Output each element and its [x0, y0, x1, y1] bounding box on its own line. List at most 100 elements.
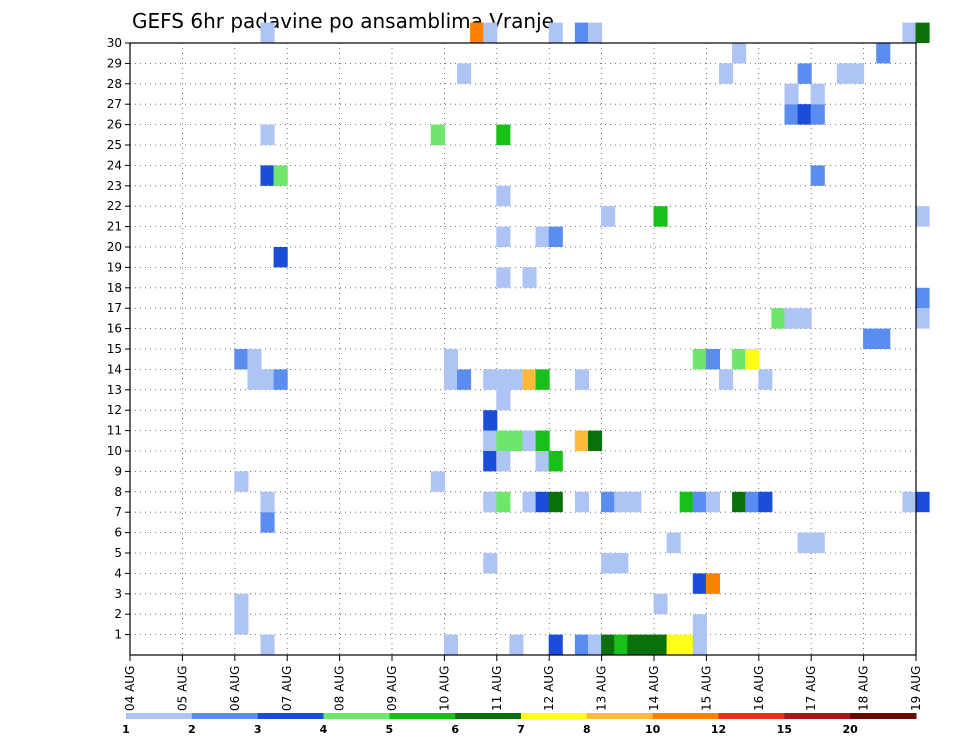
y-tick-label: 2: [114, 607, 122, 621]
legend-swatch: [718, 713, 785, 719]
data-cell: [548, 634, 563, 655]
legend-swatch: [126, 713, 193, 719]
data-cell: [679, 491, 694, 513]
data-cell: [915, 308, 930, 329]
data-cell: [457, 369, 472, 390]
y-tick-label: 3: [114, 587, 122, 601]
legend-label: 1: [122, 723, 130, 736]
data-cell: [679, 634, 694, 655]
legend-swatch: [652, 713, 719, 719]
legend-label: 7: [517, 723, 525, 736]
x-tick-label: 11 AUG: [490, 666, 504, 711]
x-tick-label: 08 AUG: [333, 666, 347, 711]
data-cell: [692, 634, 707, 655]
x-axis-ticks: 04 AUG 05 AUG 06 AUG 07 AUG 08 AUG 09 AUG 10 A…: [123, 655, 923, 711]
x-tick-label: 14 AUG: [647, 666, 661, 711]
data-cell: [666, 532, 681, 553]
y-tick-label: 15: [107, 342, 122, 356]
x-tick-label: 15 AUG: [699, 666, 713, 711]
data-cell: [260, 22, 275, 43]
y-tick-label: 12: [107, 403, 122, 417]
data-cell: [574, 634, 589, 655]
data-cell: [640, 634, 655, 655]
legend-swatch: [323, 713, 390, 719]
data-cell: [876, 43, 891, 64]
data-cell: [509, 430, 524, 451]
y-tick-label: 18: [107, 281, 122, 295]
y-tick-label: 25: [107, 138, 122, 152]
legend-label: 3: [254, 723, 262, 736]
data-cell: [797, 308, 812, 329]
data-cell: [836, 63, 851, 84]
data-cell: [771, 308, 786, 329]
y-tick-label: 9: [114, 464, 122, 478]
y-tick-label: 6: [114, 526, 122, 540]
data-cell: [496, 389, 511, 411]
data-cell: [758, 369, 773, 390]
legend-swatch: [521, 713, 588, 719]
legend-label: 6: [451, 723, 459, 736]
data-cell: [601, 553, 616, 574]
data-cell: [234, 593, 249, 615]
data-cell: [522, 267, 537, 288]
legend-swatch: [389, 713, 456, 719]
legend-swatch: [586, 713, 654, 719]
data-cell: [496, 491, 511, 513]
data-cell: [784, 308, 799, 329]
data-cell: [574, 369, 589, 390]
data-cell: [810, 532, 825, 553]
data-cell: [496, 226, 511, 247]
data-cell: [496, 267, 511, 288]
data-cell: [692, 614, 707, 635]
y-tick-label: 13: [107, 383, 122, 397]
legend-label: 12: [711, 723, 726, 736]
data-cell: [745, 491, 760, 513]
data-cell: [902, 491, 917, 513]
data-cell: [719, 369, 734, 390]
data-cell: [483, 553, 498, 574]
legend-swatch: [784, 713, 851, 719]
y-tick-label: 17: [107, 301, 122, 315]
data-cell: [574, 430, 589, 451]
data-cells: [234, 22, 930, 655]
data-cell: [535, 369, 550, 390]
data-cell: [758, 491, 773, 513]
data-cell: [902, 22, 917, 43]
data-cell: [234, 349, 249, 370]
data-cell: [627, 491, 642, 513]
y-tick-label: 29: [107, 56, 122, 70]
data-cell: [430, 471, 445, 492]
y-tick-label: 23: [107, 179, 122, 193]
legend-label: 5: [386, 723, 394, 736]
data-cell: [588, 430, 603, 451]
data-cell: [260, 512, 275, 533]
data-cell: [745, 349, 760, 370]
data-cell: [574, 491, 589, 513]
y-tick-label: 24: [107, 158, 122, 172]
data-cell: [496, 185, 511, 207]
data-cell: [483, 451, 498, 472]
y-tick-label: 19: [107, 260, 122, 274]
y-tick-label: 16: [107, 322, 122, 336]
data-cell: [614, 553, 629, 574]
y-tick-label: 22: [107, 199, 122, 213]
data-cell: [863, 328, 878, 349]
data-cell: [509, 634, 524, 655]
data-cell: [535, 491, 550, 513]
data-cell: [548, 226, 563, 247]
y-tick-label: 21: [107, 220, 122, 234]
data-cell: [522, 491, 537, 513]
data-cell: [260, 124, 275, 145]
data-cell: [732, 349, 747, 370]
data-cell: [483, 491, 498, 513]
data-cell: [797, 63, 812, 84]
data-cell: [614, 634, 629, 655]
x-tick-label: 17 AUG: [804, 666, 818, 711]
data-cell: [784, 83, 799, 105]
data-cell: [692, 349, 707, 370]
data-cell: [705, 349, 720, 370]
data-cell: [430, 124, 445, 145]
data-cell: [234, 471, 249, 492]
x-tick-label: 05 AUG: [175, 666, 189, 711]
data-cell: [234, 614, 249, 635]
